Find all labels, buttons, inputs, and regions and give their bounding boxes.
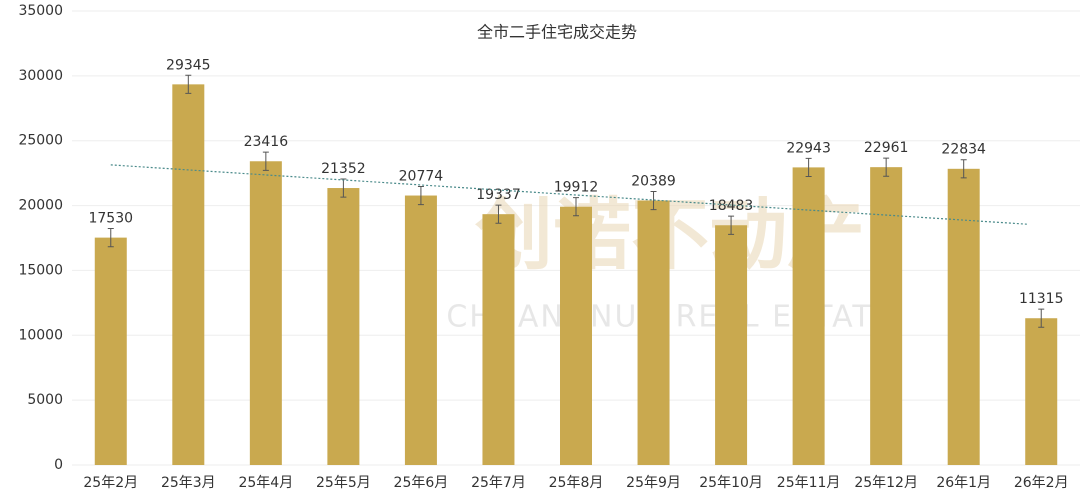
error-bar [1038,308,1045,328]
y-tick-label: 35000 [18,3,63,19]
bar [1025,318,1058,465]
x-tick-label: 26年2月 [1014,475,1069,491]
error-bar [495,204,502,224]
bar [94,237,127,465]
error-bar [883,157,890,177]
data-label: 21352 [321,161,366,177]
y-tick-label: 0 [54,457,63,473]
x-tick-label: 25年7月 [471,475,526,491]
data-label: 19337 [476,187,521,203]
bar [327,188,360,465]
x-tick-label: 25年11月 [777,475,841,491]
data-label: 17530 [88,211,133,227]
chart-title: 全市二手住宅成交走势 [477,23,637,42]
y-tick-label: 10000 [18,327,63,343]
error-bar [728,215,735,235]
error-bar [340,178,347,198]
x-tick-label: 25年12月 [854,475,918,491]
bar [792,167,825,465]
x-tick-label: 25年10月 [699,475,763,491]
data-label: 22943 [786,140,831,156]
data-label: 29345 [166,57,211,73]
bar [482,214,515,465]
x-tick-label: 25年5月 [316,475,371,491]
bar [870,167,903,465]
bar [172,84,205,466]
error-bar [185,74,192,94]
error-bar [805,157,812,177]
x-tick-label: 25年3月 [161,475,216,491]
x-tick-label: 25年4月 [238,475,293,491]
error-bar [650,190,657,211]
data-label: 20774 [399,168,444,184]
data-label: 20389 [631,173,676,189]
x-tick-label: 25年9月 [626,475,681,491]
error-bar [417,185,424,206]
trendline [110,164,1028,225]
data-label: 22961 [864,140,909,156]
x-tick-label: 25年2月 [83,475,138,491]
y-tick-label: 30000 [18,68,63,84]
bar [947,168,980,465]
bar [404,195,437,465]
x-tick-label: 26年1月 [936,475,991,491]
error-bar [262,151,269,171]
error-bar [960,159,967,179]
bar [637,200,670,465]
x-tick-label: 25年8月 [549,475,604,491]
y-tick-label: 5000 [27,392,63,408]
error-bar [573,197,579,217]
y-tick-label: 20000 [18,198,63,214]
data-label: 19912 [554,180,599,196]
bar [560,206,592,465]
bar [715,225,748,465]
data-label: 23416 [244,134,289,150]
data-label: 18483 [709,198,754,214]
data-label: 11315 [1019,291,1064,307]
bar [249,161,282,465]
x-tick-label: 25年6月 [394,475,449,491]
y-tick-label: 15000 [18,262,63,278]
data-label: 22834 [941,142,986,158]
y-tick-label: 25000 [18,133,63,149]
error-bar [107,228,114,248]
